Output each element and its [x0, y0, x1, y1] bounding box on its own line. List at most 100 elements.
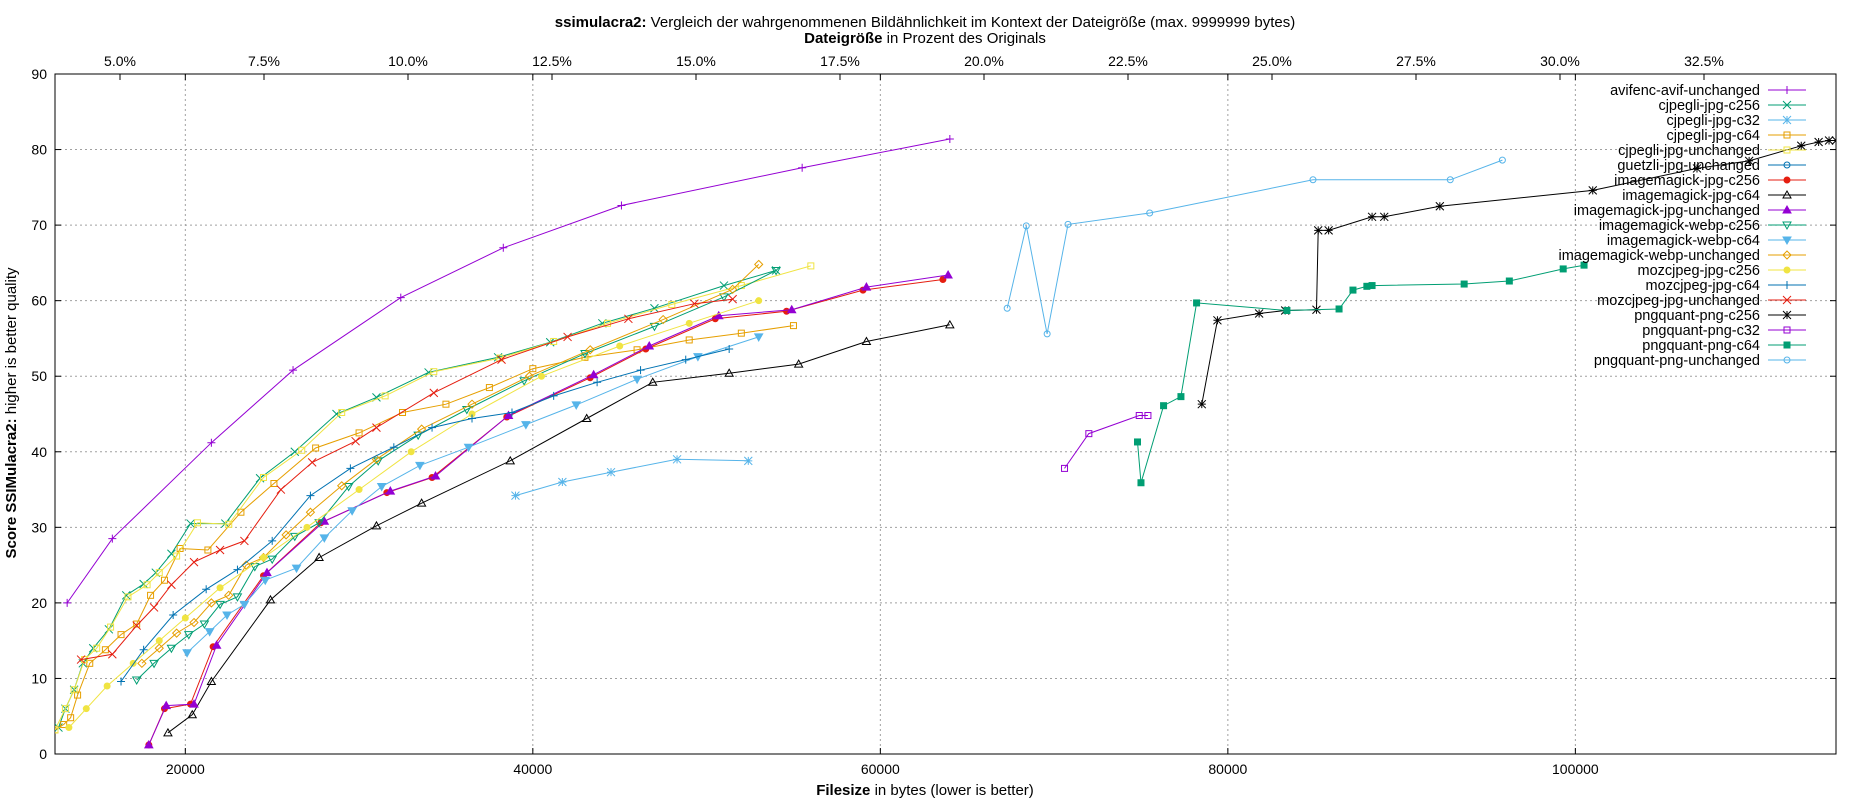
- legend-label: guetzli-jpg-unchanged: [1617, 158, 1760, 174]
- data-point: [206, 676, 217, 685]
- data-point: [155, 637, 163, 645]
- data-point: [1043, 330, 1051, 338]
- data-point: [399, 408, 407, 416]
- y-axis-label-bold: Score SSIMulacra2:: [3, 418, 20, 558]
- data-point: [644, 340, 655, 350]
- data-point: [381, 392, 389, 400]
- legend-item: cjpegli-jpg-c32: [1667, 113, 1806, 129]
- data-point: [713, 310, 724, 320]
- data-point: [186, 519, 195, 528]
- legend-item: pngquant-png-c32: [1642, 323, 1806, 339]
- data-point: [281, 530, 291, 540]
- y-tick-label: 50: [31, 368, 47, 384]
- data-point: [1831, 136, 1836, 145]
- data-point: [63, 598, 72, 607]
- data-point: [385, 486, 396, 495]
- data-point: [581, 353, 589, 361]
- data-point: [558, 477, 567, 487]
- x2-tick-label: 15.0%: [676, 53, 716, 69]
- data-point: [166, 644, 177, 654]
- data-point: [636, 366, 645, 375]
- x2-tick-label: 27.5%: [1396, 53, 1436, 69]
- data-point: [336, 481, 347, 491]
- data-point: [1283, 306, 1291, 314]
- series-pngquant-png-c32: [1061, 412, 1152, 472]
- data-point: [719, 281, 729, 290]
- data-point: [189, 557, 199, 567]
- legend-item: imagemagick-jpg-unchanged: [1574, 203, 1806, 219]
- data-point: [124, 593, 132, 601]
- data-point: [743, 456, 753, 466]
- legend-label: imagemagick-jpg-unchanged: [1574, 203, 1760, 219]
- data-point: [204, 628, 215, 637]
- data-point: [1435, 201, 1445, 211]
- data-point: [224, 590, 234, 601]
- data-point: [176, 544, 184, 552]
- data-point: [505, 455, 516, 465]
- data-point: [307, 458, 317, 467]
- data-point: [1193, 299, 1201, 307]
- data-point: [117, 677, 126, 686]
- data-point: [1349, 286, 1357, 294]
- data-point: [232, 593, 243, 602]
- data-point: [1022, 222, 1030, 230]
- data-point: [719, 293, 729, 302]
- data-point: [429, 388, 439, 398]
- data-point: [1782, 115, 1792, 125]
- data-point: [1783, 146, 1791, 154]
- data-point: [76, 655, 86, 664]
- top-axis-label: Dateigröße in Prozent des Originals: [804, 30, 1046, 47]
- data-point: [107, 649, 117, 659]
- data-point: [415, 461, 425, 471]
- y-tick-label: 40: [31, 444, 47, 460]
- series-line: [1006, 159, 1503, 334]
- series-pngquant-png-unchanged: [1003, 156, 1506, 338]
- data-point: [351, 436, 360, 446]
- data-point: [93, 644, 101, 652]
- data-point: [298, 446, 306, 454]
- data-point: [1824, 136, 1834, 145]
- y-tick-label: 70: [31, 217, 47, 233]
- legend-item: imagemagick-jpg-c256: [1614, 173, 1806, 189]
- legend-item: pngquant-png-c256: [1634, 308, 1806, 324]
- data-point: [189, 617, 199, 628]
- data-point: [786, 304, 797, 314]
- legend-item: guetzli-jpg-unchanged: [1617, 158, 1806, 174]
- series-mozcjpeg-jpg-unchanged: [76, 294, 738, 664]
- data-point: [1460, 280, 1468, 288]
- series-pngquant-png-c64: [1134, 261, 1588, 487]
- data-point: [314, 552, 324, 562]
- data-point: [1324, 226, 1333, 235]
- legend-label: imagemagick-webp-unchanged: [1558, 248, 1760, 264]
- data-point: [163, 727, 173, 737]
- data-point: [291, 564, 302, 574]
- data-point: [550, 337, 558, 345]
- data-point: [1783, 341, 1791, 349]
- data-point: [563, 332, 572, 342]
- data-point: [117, 631, 125, 639]
- data-point: [1783, 161, 1791, 169]
- data-point: [108, 534, 117, 543]
- data-point: [262, 567, 272, 577]
- data-point: [1134, 438, 1142, 446]
- legend-label: cjpegli-jpg-c64: [1667, 128, 1761, 144]
- data-point: [193, 519, 201, 527]
- data-point: [268, 536, 277, 545]
- series-line: [141, 264, 760, 664]
- series-line: [148, 274, 949, 746]
- data-point: [467, 399, 477, 409]
- legend-item: imagemagick-webp-unchanged: [1558, 248, 1806, 264]
- data-point: [182, 649, 192, 658]
- x-tick-label: 20000: [166, 761, 205, 777]
- data-point: [276, 485, 286, 494]
- data-point: [305, 507, 316, 517]
- data-point: [222, 611, 232, 620]
- data-point: [147, 591, 155, 599]
- legend-label: mozcjpeg-jpg-c64: [1646, 278, 1760, 294]
- data-point: [371, 454, 382, 465]
- chart-title: ssimulacra2: Vergleich der wahrgenommene…: [555, 14, 1295, 31]
- data-point: [737, 329, 745, 337]
- data-point: [154, 643, 164, 653]
- data-point: [1254, 309, 1264, 318]
- series-line: [148, 279, 943, 746]
